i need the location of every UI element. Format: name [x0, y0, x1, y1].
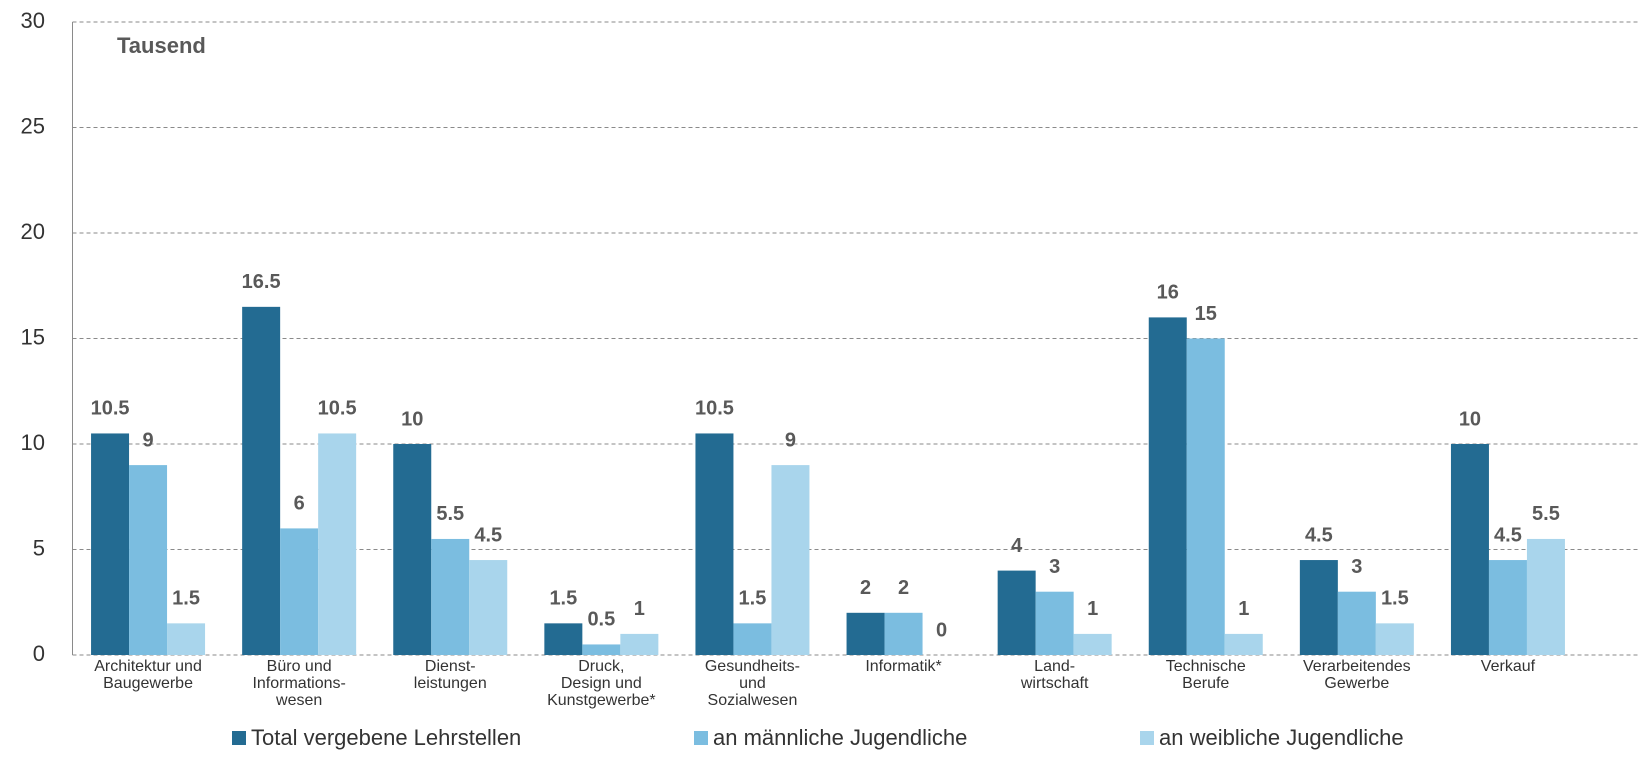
bar	[469, 560, 508, 655]
bar	[242, 306, 281, 655]
bar	[582, 644, 621, 655]
data-label: 1.5	[1381, 588, 1409, 610]
data-label: 10.5	[695, 398, 734, 420]
data-label: 1	[634, 598, 645, 620]
data-label: 4.5	[474, 524, 502, 546]
bar	[1148, 317, 1187, 655]
bar	[1073, 633, 1112, 655]
x-tick-label: Verarbeitendes Gewerbe	[1303, 658, 1411, 692]
bar	[1035, 591, 1074, 655]
bar	[1186, 338, 1225, 655]
bar	[393, 444, 432, 655]
legend-swatch	[232, 731, 246, 745]
data-label: 0.5	[587, 609, 615, 631]
data-label: 4.5	[1494, 524, 1522, 546]
x-tick-label: Gesundheits- und Sozialwesen	[704, 658, 801, 709]
legend-swatch	[1140, 731, 1154, 745]
data-label: 1	[1087, 598, 1098, 620]
bar	[91, 433, 130, 655]
x-tick-label: Druck, Design und Kunstgewerbe*	[547, 658, 656, 709]
y-tick-label: 30	[21, 8, 45, 33]
bar	[997, 570, 1036, 655]
data-label: 1	[1238, 598, 1249, 620]
data-label: 2	[898, 577, 909, 599]
data-label: 1.5	[739, 588, 767, 610]
data-label: 4.5	[1305, 524, 1333, 546]
data-label: 3	[1049, 556, 1060, 578]
y-tick-label: 25	[21, 113, 45, 138]
data-label: 4	[1011, 535, 1023, 557]
data-label: 10	[1459, 408, 1481, 430]
data-label: 3	[1351, 556, 1362, 578]
bar	[695, 433, 734, 655]
data-label: 9	[785, 429, 796, 451]
data-label: 15	[1195, 303, 1217, 325]
data-label: 1.5	[549, 588, 577, 610]
data-label: 10.5	[318, 398, 357, 420]
bar	[318, 433, 357, 655]
data-label: 0	[936, 619, 947, 641]
y-axis-unit: Tausend	[117, 33, 206, 58]
bar	[771, 465, 810, 655]
bar	[431, 538, 470, 655]
bar	[846, 612, 885, 655]
data-label: 2	[860, 577, 871, 599]
data-label: 16	[1157, 282, 1179, 304]
data-label: 10	[401, 408, 423, 430]
x-tick-label: Büro und Informations- wesen	[252, 658, 346, 709]
bar	[1299, 560, 1338, 655]
bar	[167, 623, 206, 655]
legend-label: Total vergebene Lehrstellen	[251, 725, 521, 750]
legend-label: an männliche Jugendliche	[713, 725, 967, 750]
y-tick-label: 20	[21, 219, 45, 244]
bar	[1450, 444, 1489, 655]
data-label: 1.5	[172, 588, 200, 610]
y-tick-label: 15	[21, 324, 45, 349]
x-tick-label: Dienst- leistungen	[413, 658, 487, 692]
y-tick-label: 10	[21, 430, 45, 455]
bar	[129, 465, 168, 655]
bar	[280, 528, 319, 655]
bar	[1488, 560, 1527, 655]
x-tick-label: Land- wirtschaft	[1020, 658, 1089, 692]
bar	[1375, 623, 1414, 655]
data-label: 6	[294, 493, 305, 515]
data-label: 16.5	[242, 271, 281, 293]
x-tick-label: Informatik*	[865, 658, 942, 675]
data-label: 5.5	[436, 503, 464, 525]
data-label: 9	[142, 429, 153, 451]
x-tick-label: Verkauf	[1480, 658, 1536, 675]
bar	[1526, 538, 1565, 655]
y-tick-label: 0	[33, 641, 45, 666]
bar	[620, 633, 659, 655]
bar	[1337, 591, 1376, 655]
x-tick-label: Technische Berufe	[1165, 658, 1246, 692]
bar	[884, 612, 923, 655]
legend-swatch	[694, 731, 708, 745]
y-tick-label: 5	[33, 535, 45, 560]
bar	[733, 623, 772, 655]
legend-label: an weibliche Jugendliche	[1159, 725, 1404, 750]
data-label: 10.5	[91, 398, 130, 420]
data-label: 5.5	[1532, 503, 1560, 525]
bar	[544, 623, 583, 655]
bar	[1224, 633, 1263, 655]
x-tick-label: Architektur und Baugewerbe	[94, 658, 202, 692]
